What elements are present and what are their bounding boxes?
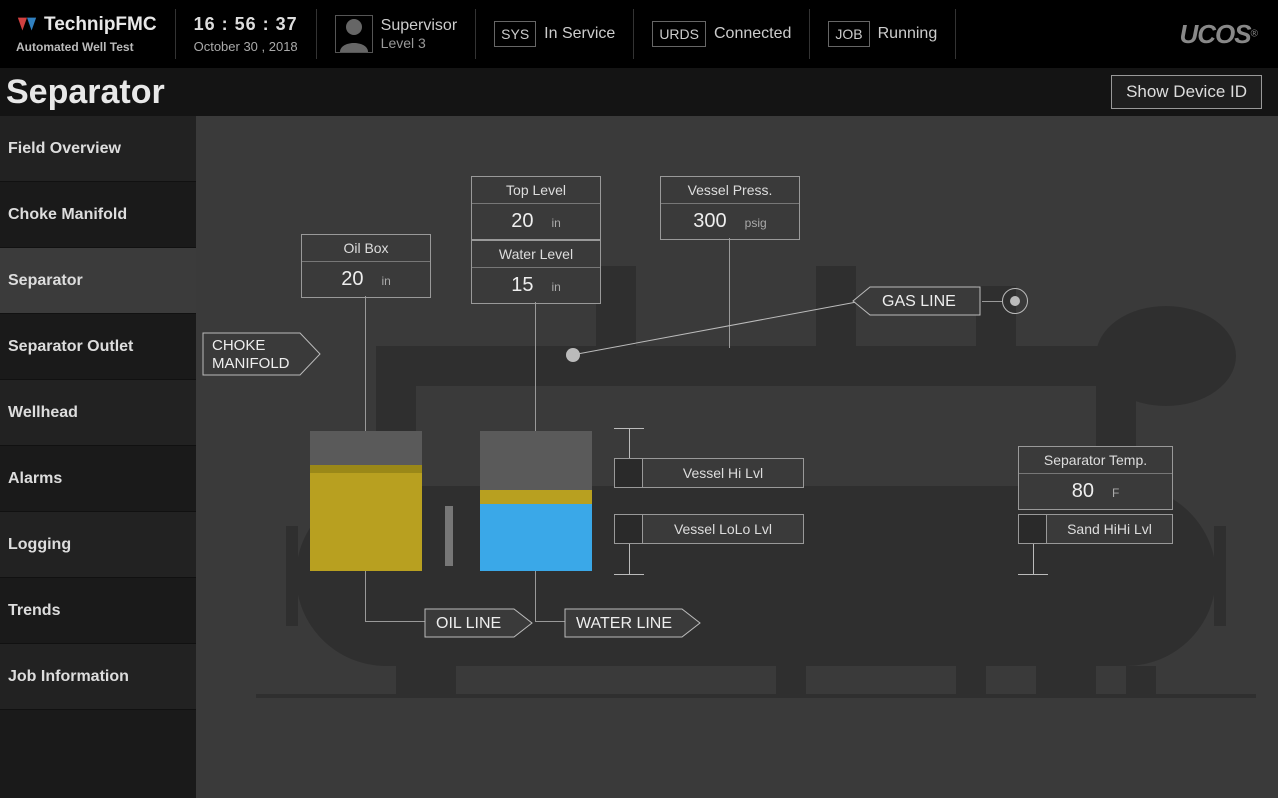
- user-avatar-icon: [335, 15, 373, 53]
- choke-manifold-label[interactable]: CHOKE MANIFOLD: [202, 332, 332, 376]
- job-status-group: JOB Running: [810, 9, 956, 59]
- reading-water-level: Water Level 15 in: [471, 240, 601, 304]
- urds-tag: URDS: [652, 21, 706, 47]
- reading-vessel-press: Vessel Press. 300 psig: [660, 176, 800, 240]
- reading-title: Vessel Press.: [661, 177, 799, 204]
- indicator-vessel-lolo: Vessel LoLo Lvl: [614, 514, 804, 544]
- sidebar-item-trends[interactable]: Trends: [0, 578, 196, 644]
- indicator-stem: [629, 428, 630, 458]
- brand-name: TechnipFMC: [44, 14, 157, 36]
- water-tank-fill: [480, 504, 592, 571]
- reading-value: 80: [1072, 480, 1094, 503]
- indicator-led: [1019, 515, 1047, 543]
- indicator-sand-hihi: Sand HiHi Lvl: [1018, 514, 1173, 544]
- brand-group: TechnipFMC Automated Well Test: [10, 9, 176, 59]
- water-line-label[interactable]: WATER LINE: [564, 608, 704, 638]
- indicator-vessel-hi: Vessel Hi Lvl: [614, 458, 804, 488]
- oil-tank-cap: [310, 465, 422, 473]
- connector-line: [535, 571, 536, 621]
- water-tank: [480, 431, 592, 571]
- oil-tank-fill: [310, 473, 422, 571]
- reading-value: 15: [511, 274, 533, 297]
- clock-date: October 30 , 2018: [194, 39, 298, 54]
- reading-title: Separator Temp.: [1019, 447, 1172, 474]
- reading-unit: F: [1112, 486, 1119, 500]
- sidebar-item-separator[interactable]: Separator: [0, 248, 196, 314]
- sidebar-item-wellhead[interactable]: Wellhead: [0, 380, 196, 446]
- indicator-led: [615, 515, 643, 543]
- connector-line: [535, 621, 565, 622]
- sidebar-item-logging[interactable]: Logging: [0, 512, 196, 578]
- urds-status-group: URDS Connected: [634, 9, 810, 59]
- reading-unit: in: [551, 216, 560, 230]
- svg-text:OIL LINE: OIL LINE: [436, 615, 501, 632]
- connector-line: [365, 571, 366, 621]
- reading-title: Water Level: [472, 241, 600, 268]
- user-role: Supervisor: [381, 17, 457, 35]
- user-group: Supervisor Level 3: [317, 9, 476, 59]
- indicator-stem: [1033, 544, 1034, 574]
- job-value: Running: [878, 25, 938, 43]
- reading-unit: in: [551, 280, 560, 294]
- reading-title: Top Level: [472, 177, 600, 204]
- technipfmc-logo-icon: [16, 14, 38, 36]
- indicator-tee: [614, 428, 644, 429]
- svg-text:CHOKE: CHOKE: [212, 337, 265, 354]
- reading-title: Oil Box: [302, 235, 430, 262]
- tank-divider: [445, 506, 453, 566]
- sidebar-item-choke-manifold[interactable]: Choke Manifold: [0, 182, 196, 248]
- water-tank-cap: [480, 490, 592, 504]
- indicator-led: [615, 459, 643, 487]
- reading-oil-box: Oil Box 20 in: [301, 234, 431, 298]
- clock-time: 16 : 56 : 37: [194, 14, 298, 35]
- brand-subtitle: Automated Well Test: [16, 40, 134, 54]
- reading-unit: psig: [745, 216, 767, 230]
- user-level: Level 3: [381, 35, 457, 51]
- indicator-label: Sand HiHi Lvl: [1047, 521, 1172, 537]
- svg-text:GAS LINE: GAS LINE: [882, 293, 956, 310]
- oil-tank: [310, 431, 422, 571]
- page-title: Separator: [6, 73, 165, 112]
- indicator-label: Vessel LoLo Lvl: [643, 521, 803, 537]
- indicator-stem: [629, 544, 630, 574]
- reading-top-level: Top Level 20 in: [471, 176, 601, 240]
- svg-text:MANIFOLD: MANIFOLD: [212, 355, 290, 372]
- sys-status-group: SYS In Service: [476, 9, 634, 59]
- clock-group: 16 : 56 : 37 October 30 , 2018: [176, 9, 317, 59]
- sidebar: Field OverviewChoke ManifoldSeparatorSep…: [0, 116, 196, 798]
- show-device-id-button[interactable]: Show Device ID: [1111, 75, 1262, 109]
- reading-value: 300: [693, 210, 726, 233]
- urds-value: Connected: [714, 25, 791, 43]
- sidebar-item-alarms[interactable]: Alarms: [0, 446, 196, 512]
- connector-line: [365, 621, 425, 622]
- indicator-label: Vessel Hi Lvl: [643, 465, 803, 481]
- indicator-tee: [1018, 574, 1048, 575]
- gas-line-label[interactable]: GAS LINE: [852, 286, 982, 316]
- oil-line-label[interactable]: OIL LINE: [424, 608, 534, 638]
- title-row: Separator Show Device ID: [0, 68, 1278, 116]
- connector-line: [982, 301, 1002, 302]
- connector-line: [365, 296, 366, 431]
- reading-separator-temp: Separator Temp. 80 F: [1018, 446, 1173, 510]
- connector-line: [535, 302, 536, 431]
- process-canvas: Oil Box 20 in Top Level 20 in Water Level …: [196, 116, 1278, 798]
- svg-text:WATER LINE: WATER LINE: [576, 615, 672, 632]
- job-tag: JOB: [828, 21, 869, 47]
- sidebar-item-separator-outlet[interactable]: Separator Outlet: [0, 314, 196, 380]
- sidebar-item-job-information[interactable]: Job Information: [0, 644, 196, 710]
- indicator-tee: [614, 574, 644, 575]
- gas-line-node-icon: [1002, 288, 1028, 314]
- sidebar-item-field-overview[interactable]: Field Overview: [0, 116, 196, 182]
- reading-value: 20: [341, 268, 363, 291]
- header-bar: TechnipFMC Automated Well Test 16 : 56 :…: [0, 0, 1278, 68]
- platform-logo: UCOS®: [1180, 19, 1269, 50]
- reading-unit: in: [381, 274, 390, 288]
- sys-tag: SYS: [494, 21, 536, 47]
- reading-value: 20: [511, 210, 533, 233]
- sys-value: In Service: [544, 25, 615, 43]
